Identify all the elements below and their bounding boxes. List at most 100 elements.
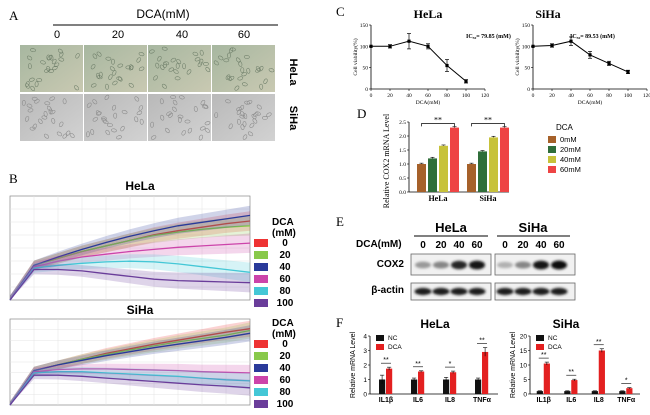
cell — [21, 100, 26, 106]
legend-swatch-0 — [254, 340, 268, 348]
cell — [266, 112, 272, 117]
cell — [105, 129, 110, 136]
band-actin-SiHa-40 — [532, 287, 550, 296]
data-point — [626, 70, 630, 74]
cell — [111, 128, 117, 133]
band-actin-SiHa-20 — [514, 287, 532, 296]
bar-SiHa-40mM — [489, 137, 498, 192]
y-tick-label: 4 — [363, 334, 367, 341]
conc-label-20: 20 — [112, 29, 124, 41]
cell — [30, 48, 36, 53]
data-point — [550, 43, 554, 48]
bar-HeLa-0mM — [417, 164, 426, 192]
b-hela-legend-title: DCA — [272, 217, 294, 228]
cell — [261, 116, 268, 120]
cell — [246, 100, 253, 105]
b-siha-legend-title: DCA — [272, 318, 294, 329]
series-100mM-band — [10, 264, 250, 300]
bar-IL8-DCA — [598, 350, 605, 394]
cell — [213, 60, 219, 66]
b-hela-legend-units: (mM) — [272, 228, 296, 239]
series-40mM-band — [10, 325, 250, 405]
band-cox2-HeLa-60 — [469, 260, 485, 270]
cell — [249, 122, 255, 128]
legend-label-0: 0 — [282, 238, 288, 249]
series-80mM-line — [9, 260, 251, 301]
panel-e: E HeLa SiHa DCA(mM) 0 20 40 60 0 20 40 60 COX2 … — [336, 214, 576, 301]
cell — [263, 78, 268, 85]
cell — [128, 82, 134, 88]
cell — [243, 54, 250, 59]
y-axis-label: Relative mRNA Level — [510, 331, 517, 398]
cell — [242, 121, 247, 127]
y-tick-label: 2.5 — [399, 120, 406, 126]
band-actin-HeLa-60 — [468, 287, 486, 296]
lane-label-SiHa-60: 60 — [553, 240, 565, 251]
c-siha-title: SiHa — [535, 7, 560, 21]
b-siha-title: SiHa — [127, 303, 154, 317]
series-100mM-line — [9, 374, 251, 406]
series-40mM-line — [9, 332, 251, 406]
cell — [223, 58, 230, 63]
legend-swatch-100 — [254, 400, 268, 408]
x-axis-label: DCA(mM) — [578, 99, 603, 106]
cell — [121, 110, 128, 115]
cell — [92, 99, 98, 105]
cell — [28, 77, 35, 82]
bar-HeLa-60mM — [450, 127, 459, 192]
cell — [26, 103, 33, 108]
band-cox2-SiHa-60 — [551, 260, 567, 270]
conc-label-40: 40 — [176, 29, 188, 41]
y-tick-label: 0 — [365, 87, 368, 93]
legend-swatch-0mM — [548, 136, 556, 143]
cell — [27, 55, 33, 61]
bar-SiHa-0mM — [467, 164, 476, 192]
y-tick-label: 0 — [523, 392, 527, 399]
bar-IL6-DCA — [571, 380, 578, 394]
cell — [155, 62, 160, 69]
cell — [192, 51, 199, 56]
legend-label-40: 40 — [279, 262, 291, 273]
bar-HeLa-20mM — [428, 158, 437, 192]
sig-marker: * — [449, 361, 452, 368]
y-tick-label: 0 — [527, 87, 530, 93]
cell — [43, 133, 50, 139]
cell — [178, 95, 185, 100]
legend-label-DCA: DCA — [548, 344, 562, 351]
blot-cox2-HeLa — [410, 253, 492, 276]
series-0mM-band — [10, 320, 250, 405]
lane-label-HeLa-20: 20 — [435, 240, 447, 251]
cell — [117, 63, 124, 68]
micrograph-hela-40 — [148, 45, 211, 92]
cell — [30, 85, 36, 91]
cell — [31, 96, 38, 101]
cell — [128, 65, 134, 71]
cell — [136, 57, 141, 63]
legend-swatch-20 — [254, 352, 268, 360]
cell — [227, 52, 231, 59]
panel-a: A DCA(mM) 0 20 40 60 HeLa SiHa — [9, 7, 299, 141]
legend-label-80: 80 — [279, 387, 291, 398]
legend-label-NC: NC — [548, 335, 558, 342]
c-siha-ic50: IC₅₀= 89.53 (mM) — [570, 33, 615, 40]
f-siha-title: SiHa — [553, 317, 580, 331]
y-tick-label: 1.0 — [399, 162, 406, 168]
category-label-IL1β: IL1β — [379, 397, 394, 404]
sig-marker: ** — [479, 338, 485, 345]
panel-label-e: E — [336, 214, 344, 229]
cell — [107, 123, 113, 128]
bar-IL8-NC — [591, 391, 598, 394]
cell — [255, 111, 261, 116]
cell — [52, 65, 58, 71]
data-point — [588, 53, 592, 57]
data-point — [426, 44, 430, 48]
cell — [51, 58, 57, 65]
series-60mM-band — [10, 363, 250, 405]
lane-label-HeLa-40: 40 — [453, 240, 465, 251]
legend-swatch-100 — [254, 299, 268, 307]
cell — [96, 51, 102, 57]
legend-label-0mM: 0mM — [560, 135, 577, 144]
band-actin-SiHa-0 — [496, 287, 514, 296]
